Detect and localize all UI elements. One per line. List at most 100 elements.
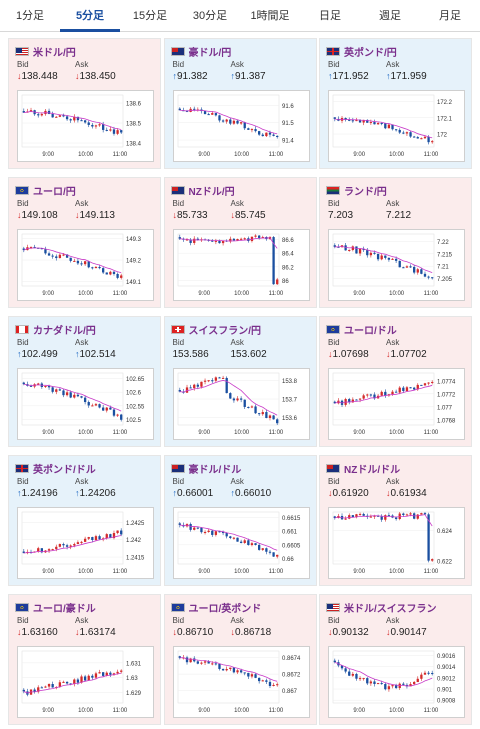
pair-name[interactable]: 米ドル/スイスフラン bbox=[344, 603, 437, 615]
candlestick-chart[interactable]: 138.6 138.5 138.4 9:00 10:00 11:00 bbox=[17, 90, 154, 162]
pair-title[interactable]: ランド/円 bbox=[326, 183, 387, 198]
tab-7[interactable]: 週足 bbox=[379, 10, 401, 22]
candlestick-chart[interactable]: 149.3 149.2 149.1 9:00 10:00 11:00 bbox=[17, 229, 154, 301]
candlestick-chart[interactable]: 1.0774 1.0772 1.077 1.0768 9:00 10:00 11:00 bbox=[328, 368, 465, 440]
arrow-down-icon: ↓ bbox=[230, 210, 236, 220]
candlestick-chart[interactable]: 91.6 91.5 91.4 9:00 10:00 11:00 bbox=[172, 90, 310, 162]
pair-name[interactable]: 米ドル/円 bbox=[33, 47, 76, 59]
candle bbox=[76, 260, 80, 264]
pair-title[interactable]: ユーロ/円 bbox=[15, 183, 76, 198]
y-tick-label: 1.2425 bbox=[126, 521, 145, 527]
tab-4[interactable]: 30分足 bbox=[192, 10, 228, 22]
candlestick-chart[interactable]: 86.6 86.4 86.2 86 9:00 10:00 11:00 bbox=[172, 229, 310, 301]
candlestick-chart[interactable]: 1.631 1.63 1.629 9:00 10:00 11:00 bbox=[17, 646, 154, 718]
candlestick-chart[interactable]: 0.9016 0.9014 0.9012 0.901 0.9008 9:00 10:00 11… bbox=[328, 646, 465, 718]
pair-name[interactable]: ユーロ/豪ドル bbox=[33, 603, 96, 615]
tab-6[interactable]: 日足 bbox=[319, 10, 341, 22]
pair-title[interactable]: ユーロ/英ポンド bbox=[170, 600, 262, 615]
pair-name[interactable]: ユーロ/ドル bbox=[344, 325, 397, 337]
pair-title[interactable]: 米ドル/スイスフラン bbox=[326, 600, 437, 615]
candlestick-chart[interactable]: 102.65 102.6 102.55 102.5 9:00 10:00 11:00 bbox=[17, 368, 154, 440]
candle bbox=[416, 678, 419, 683]
pair-title[interactable]: 豪ドル/円 bbox=[170, 44, 232, 59]
ask-value: 0.86718 bbox=[235, 627, 272, 638]
arrow-down-icon: ↓ bbox=[386, 488, 391, 498]
candlestick-chart[interactable]: 0.6615 0.661 0.6605 0.66 9:00 10:00 11:00 bbox=[172, 507, 310, 579]
rate-card[interactable]: 英ポンド/ドル Bid Ask ↑1.24196 ↑1.24206 1.2425 1.242… bbox=[8, 455, 161, 586]
pair-title[interactable]: NZドル/円 bbox=[170, 183, 235, 198]
arrow-down-icon: ↓ bbox=[75, 71, 80, 81]
pair-name[interactable]: 英ポンド/ドル bbox=[33, 464, 96, 476]
tab-2[interactable]: 5分足 bbox=[60, 0, 120, 32]
candlestick-chart[interactable]: 1.2425 1.242 1.2415 9:00 10:00 11:00 bbox=[17, 507, 154, 579]
candlestick-chart[interactable]: 0.624 0.622 9:00 10:00 11:00 bbox=[328, 507, 465, 579]
rate-card[interactable]: ランド/円 Bid Ask 7.203 7.212 7.22 7.215 7.21 7.205 9… bbox=[319, 177, 472, 308]
pair-name[interactable]: ランド/円 bbox=[344, 186, 387, 198]
candle bbox=[192, 238, 195, 243]
pair-name[interactable]: NZドル/ドル bbox=[344, 464, 401, 476]
chart-svg: 1.631 1.63 1.629 9:00 10:00 11:00 bbox=[21, 650, 142, 714]
rate-card[interactable]: ユーロ/円 Bid Ask ↓149.108 ↓149.113 149.3 149.2 149… bbox=[8, 177, 161, 308]
rate-card[interactable]: 英ポンド/円 Bid Ask ↑171.952 ↑171.959 172.2 172.1 17… bbox=[319, 38, 472, 169]
tab-8[interactable]: 月足 bbox=[439, 10, 461, 22]
candlestick-chart[interactable]: 7.22 7.215 7.21 7.205 9:00 10:00 11:00 bbox=[328, 229, 465, 301]
rate-card[interactable]: ユーロ/英ポンド Bid Ask ↓0.86710 ↓0.86718 0.8674 0.86… bbox=[163, 594, 317, 725]
candle bbox=[105, 672, 108, 676]
pair-title[interactable]: スイスフラン/円 bbox=[170, 322, 261, 337]
candlestick-chart[interactable]: 172.2 172.1 172 9:00 10:00 11:00 bbox=[328, 90, 465, 162]
candlestick-chart[interactable]: 0.8674 0.8672 0.867 9:00 10:00 11:00 bbox=[172, 646, 310, 718]
pair-name[interactable]: 豪ドル/ドル bbox=[188, 464, 242, 476]
rate-card[interactable]: NZドル/円 Bid Ask ↓85.733 ↓85.745 86.6 86.4 86.2 86… bbox=[163, 177, 317, 308]
pair-name[interactable]: ユーロ/英ポンド bbox=[188, 603, 262, 615]
pair-title[interactable]: ユーロ/ドル bbox=[326, 322, 397, 337]
tab-5[interactable]: 1時間足 bbox=[250, 10, 290, 22]
candle bbox=[348, 515, 351, 519]
candle bbox=[362, 513, 365, 516]
y-tick-label: 0.901 bbox=[437, 688, 453, 694]
pair-title[interactable]: 英ポンド/ドル bbox=[15, 461, 96, 476]
candle bbox=[413, 136, 416, 138]
candle bbox=[394, 517, 398, 520]
rate-card[interactable]: 米ドル/スイスフラン Bid Ask ↓0.90132 ↓0.90147 0.9016 0.… bbox=[319, 594, 472, 725]
tab-3[interactable]: 15分足 bbox=[132, 10, 168, 22]
candle bbox=[58, 254, 62, 259]
pair-title[interactable]: ユーロ/豪ドル bbox=[15, 600, 96, 615]
candle bbox=[235, 670, 239, 673]
rate-card[interactable]: 米ドル/円 Bid Ask ↓138.448 ↓138.450 138.6 138.5 138… bbox=[8, 38, 161, 169]
pair-title[interactable]: 豪ドル/ドル bbox=[170, 461, 242, 476]
candle bbox=[65, 392, 69, 396]
y-tick-label: 0.6615 bbox=[282, 516, 301, 522]
pair-title[interactable]: 英ポンド/円 bbox=[326, 44, 397, 59]
rate-card[interactable]: カナダドル/円 Bid Ask ↑102.499 ↑102.514 102.65 102.6… bbox=[8, 316, 161, 447]
candle bbox=[387, 124, 391, 129]
rate-card[interactable]: NZドル/ドル Bid Ask ↓0.61920 ↓0.61934 0.624 0.622 9… bbox=[319, 455, 472, 586]
candle bbox=[416, 384, 419, 390]
y-tick-label: 1.2415 bbox=[126, 556, 145, 562]
tab-1[interactable]: 1分足 bbox=[15, 10, 45, 22]
pair-title[interactable]: 米ドル/円 bbox=[15, 44, 76, 59]
candle bbox=[257, 131, 260, 135]
pair-name[interactable]: カナダドル/円 bbox=[33, 325, 96, 337]
rate-card[interactable]: 豪ドル/円 Bid Ask ↑91.382 ↑91.387 91.6 91.5 91.4 9:0… bbox=[163, 38, 317, 169]
pair-name[interactable]: スイスフラン/円 bbox=[188, 325, 261, 337]
x-tick-label: 11:00 bbox=[268, 569, 283, 575]
candle bbox=[188, 524, 192, 530]
pair-name[interactable]: 英ポンド/円 bbox=[344, 47, 397, 59]
pair-name[interactable]: NZドル/円 bbox=[188, 186, 235, 198]
pair-name[interactable]: ユーロ/円 bbox=[33, 186, 76, 198]
y-tick-label: 86 bbox=[282, 279, 289, 285]
candle bbox=[62, 115, 65, 117]
candle bbox=[420, 384, 423, 386]
pair-name[interactable]: 豪ドル/円 bbox=[188, 47, 232, 59]
candlestick-chart[interactable]: 153.8 153.7 153.6 9:00 10:00 11:00 bbox=[172, 368, 310, 440]
za-flag-icon bbox=[326, 185, 340, 195]
pair-title[interactable]: カナダドル/円 bbox=[15, 322, 96, 337]
rate-card[interactable]: 豪ドル/ドル Bid Ask ↑0.66001 ↑0.66010 0.6615 0.661 0… bbox=[163, 455, 317, 586]
candle bbox=[214, 531, 217, 535]
rate-card[interactable]: ユーロ/ドル Bid Ask ↓1.07698 ↓1.07702 1.0774 1.0772… bbox=[319, 316, 472, 447]
rate-card[interactable]: ユーロ/豪ドル Bid Ask ↓1.63160 ↓1.63174 1.631 1.63 1.… bbox=[8, 594, 161, 725]
bid-value: 138.448 bbox=[21, 71, 58, 82]
candle bbox=[232, 398, 235, 401]
rate-card[interactable]: スイスフラン/円 Bid Ask 153.586 153.602 153.8 153.7 15… bbox=[163, 316, 317, 447]
pair-title[interactable]: NZドル/ドル bbox=[326, 461, 401, 476]
